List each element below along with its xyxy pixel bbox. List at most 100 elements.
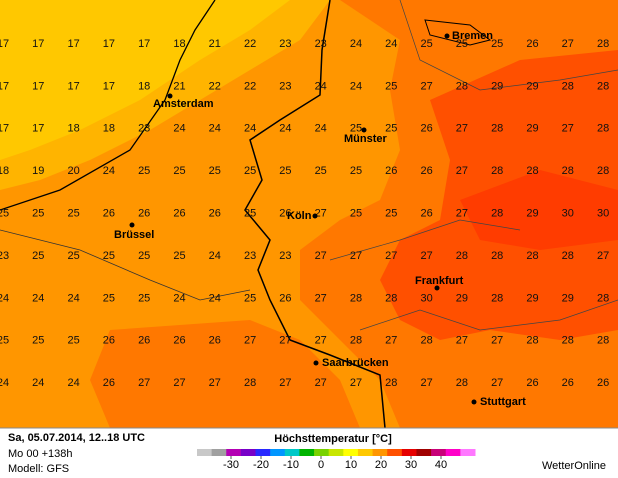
legend-tick-label: 40 — [435, 459, 447, 471]
temperature-value: 27 — [420, 377, 432, 389]
temperature-value: 28 — [350, 335, 362, 347]
temperature-value: 29 — [526, 123, 538, 135]
legend-tick-label: -20 — [253, 459, 269, 471]
temperature-value: 19 — [32, 165, 44, 177]
temperature-value: 27 — [173, 377, 185, 389]
temperature-value: 25 — [350, 123, 362, 135]
temperature-value: 27 — [562, 123, 574, 135]
legend-swatch — [226, 449, 242, 456]
legend-swatch — [240, 449, 257, 456]
temperature-value: 27 — [315, 377, 327, 389]
legend-swatch — [314, 449, 330, 456]
temperature-value: 28 — [526, 250, 538, 262]
legend-swatch — [255, 449, 271, 456]
temperature-value: 17 — [67, 80, 79, 92]
temperature-value: 27 — [279, 377, 291, 389]
temperature-value: 28 — [597, 335, 609, 347]
temperature-value: 29 — [526, 292, 538, 304]
temperature-value: 25 — [385, 80, 397, 92]
temperature-value: 30 — [597, 208, 609, 220]
temperature-value: 28 — [244, 377, 256, 389]
temperature-value: 28 — [526, 335, 538, 347]
temperature-value: 30 — [562, 208, 574, 220]
legend-swatch — [387, 449, 403, 456]
legend-swatch — [299, 449, 315, 456]
legend-swatch — [211, 449, 227, 456]
legend-swatch — [445, 449, 461, 456]
temperature-value: 18 — [173, 38, 185, 50]
city-label: Saarbrücken — [322, 357, 389, 369]
city-label: Amsterdam — [153, 98, 214, 110]
temperature-value: 22 — [209, 80, 221, 92]
temperature-value: 26 — [103, 335, 115, 347]
temperature-value: 28 — [385, 377, 397, 389]
legend-tick-label: 0 — [318, 459, 324, 471]
legend-swatch — [372, 449, 388, 456]
brand: WetterOnline — [542, 460, 606, 472]
temperature-value: 28 — [456, 377, 468, 389]
temperature-value: 28 — [526, 165, 538, 177]
date: Sa, 05.07.2014, 12..18 UTC — [8, 432, 145, 444]
temperature-value: 28 — [597, 165, 609, 177]
temperature-value: 26 — [385, 165, 397, 177]
temperature-value: 27 — [315, 250, 327, 262]
city-label: Frankfurt — [415, 275, 464, 287]
cities: Bremen Amsterdam Münster Brüssel Köln Frankfu… — [114, 30, 526, 408]
temperature-value: 28 — [597, 80, 609, 92]
temperature-value: 26 — [279, 208, 291, 220]
temperature-value: 25 — [491, 38, 503, 50]
temperature-value: 28 — [491, 292, 503, 304]
temperature-value: 25 — [32, 335, 44, 347]
temperature-value: 26 — [420, 165, 432, 177]
model: Modell: GFS — [8, 463, 69, 475]
temperature-value: 26 — [138, 335, 150, 347]
temperature-value: 26 — [562, 377, 574, 389]
city-dot — [444, 33, 450, 39]
city-label: Stuttgart — [480, 396, 526, 408]
legend-swatch — [197, 449, 213, 456]
temperature-value: 18 — [0, 165, 9, 177]
temperature-value: 27 — [456, 335, 468, 347]
temperature-value: 24 — [385, 38, 397, 50]
temperature-value: 29 — [526, 80, 538, 92]
city-dot — [313, 360, 319, 366]
temperature-value: 27 — [244, 335, 256, 347]
temperature-value: 24 — [350, 80, 362, 92]
temperature-value: 27 — [562, 38, 574, 50]
city-dot — [167, 93, 173, 99]
temperature-value: 25 — [0, 208, 9, 220]
temperature-value: 28 — [420, 335, 432, 347]
temperature-value: 25 — [138, 292, 150, 304]
temperature-value: 27 — [279, 335, 291, 347]
temperature-value: 23 — [279, 80, 291, 92]
temperature-value: 17 — [32, 80, 44, 92]
temperature-value: 24 — [173, 292, 185, 304]
temperature-value: 27 — [350, 250, 362, 262]
temperature-value: 29 — [456, 292, 468, 304]
temperature-value: 25 — [0, 335, 9, 347]
temperature-value: 25 — [138, 165, 150, 177]
temperature-value: 25 — [32, 208, 44, 220]
temperature-value: 28 — [597, 38, 609, 50]
temperature-value: 22 — [244, 80, 256, 92]
temperature-value: 25 — [138, 250, 150, 262]
temperature-value: 21 — [209, 38, 221, 50]
temperature-value: 28 — [562, 335, 574, 347]
temperature-value: 26 — [209, 335, 221, 347]
city-label: Bremen — [452, 30, 493, 42]
temperature-value: 28 — [456, 250, 468, 262]
city-dot — [361, 127, 367, 133]
city-label: Münster — [344, 133, 388, 145]
temperature-value: 25 — [350, 208, 362, 220]
temperature-value: 17 — [0, 123, 9, 135]
temperature-value: 28 — [491, 208, 503, 220]
temperature-value: 24 — [0, 377, 9, 389]
temperature-value: 25 — [456, 38, 468, 50]
temperature-value: 25 — [279, 165, 291, 177]
temperature-value: 23 — [138, 123, 150, 135]
temperature-field — [0, 0, 618, 428]
run: Mo 00 +138h — [8, 448, 73, 460]
legend-swatch — [401, 449, 417, 456]
temperature-value: 17 — [103, 38, 115, 50]
